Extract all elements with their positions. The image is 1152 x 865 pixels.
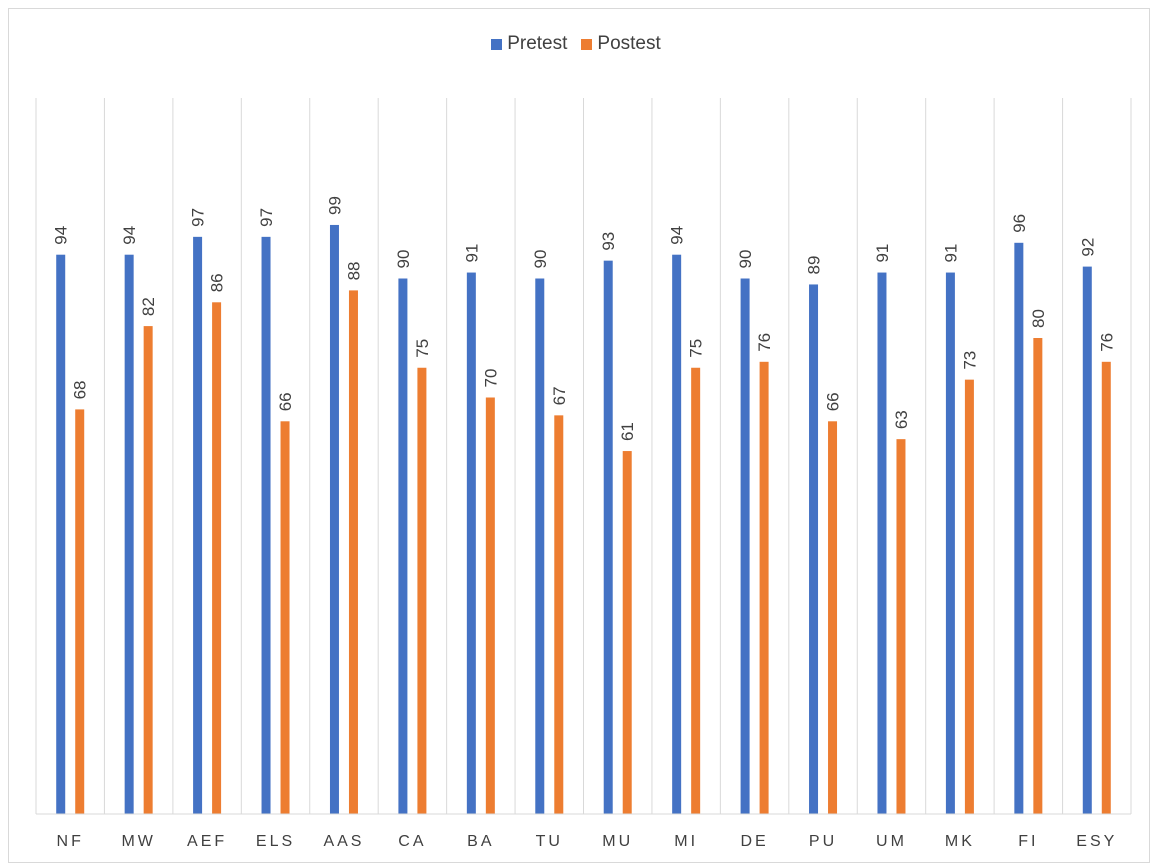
data-label-pretest-aas: 99 bbox=[325, 196, 344, 215]
bar-postest-tu bbox=[554, 415, 564, 814]
bar-postest-mu bbox=[622, 451, 632, 814]
x-tick-label: BA bbox=[467, 833, 494, 850]
bar-postest-de bbox=[759, 361, 769, 814]
bar-pretest-mk bbox=[945, 272, 955, 814]
bar-pretest-de bbox=[740, 278, 750, 814]
bar-postest-mi bbox=[691, 367, 701, 814]
x-tick-label: ESY bbox=[1076, 833, 1117, 850]
x-tick-label: FI bbox=[1018, 833, 1038, 850]
x-tick-label: AEF bbox=[187, 833, 227, 850]
data-label-postest-de: 76 bbox=[755, 333, 774, 352]
bar-pretest-mu bbox=[603, 260, 613, 814]
x-tick-label: TU bbox=[536, 833, 563, 850]
data-label-pretest-pu: 89 bbox=[805, 256, 824, 275]
x-tick-label: MK bbox=[945, 833, 975, 850]
data-label-postest-pu: 66 bbox=[824, 392, 843, 411]
data-label-pretest-fi: 96 bbox=[1010, 214, 1029, 233]
bar-pretest-ca bbox=[398, 278, 408, 814]
bar-postest-fi bbox=[1033, 338, 1043, 814]
x-tick-label: PU bbox=[809, 833, 837, 850]
legend-swatch-postest bbox=[581, 38, 593, 50]
bar-pretest-els bbox=[261, 236, 271, 815]
data-label-pretest-aef: 97 bbox=[189, 208, 208, 227]
bar-pretest-pu bbox=[809, 284, 819, 814]
legend-item-pretest: Pretest bbox=[491, 33, 567, 55]
x-tick-label: NF bbox=[57, 833, 84, 850]
data-label-postest-aef: 86 bbox=[208, 273, 227, 292]
x-tick-label: AAS bbox=[323, 833, 364, 850]
bar-postest-um bbox=[896, 439, 906, 814]
data-label-postest-nf: 68 bbox=[71, 380, 90, 399]
data-label-postest-esy: 76 bbox=[1097, 333, 1116, 352]
bar-postest-esy bbox=[1101, 361, 1111, 814]
data-label-postest-els: 66 bbox=[276, 392, 295, 411]
bar-postest-aef bbox=[212, 302, 222, 814]
x-tick-label: MI bbox=[674, 833, 698, 850]
data-label-postest-ba: 70 bbox=[481, 369, 500, 388]
data-label-pretest-esy: 92 bbox=[1078, 238, 1097, 257]
x-tick-label: MU bbox=[602, 833, 633, 850]
bar-pretest-um bbox=[877, 272, 887, 814]
bar-pretest-aas bbox=[329, 224, 339, 814]
data-label-postest-um: 63 bbox=[892, 410, 911, 429]
x-tick-label: ELS bbox=[256, 833, 295, 850]
data-label-postest-fi: 80 bbox=[1029, 309, 1048, 328]
bar-pretest-mi bbox=[672, 254, 682, 814]
data-label-pretest-tu: 90 bbox=[531, 250, 550, 269]
data-labels: 94 68 94 82 97 86 97 66 99 88 90 75 91 70 90 67 93 61 94 75… bbox=[52, 196, 1117, 441]
bars bbox=[56, 224, 1111, 815]
legend-label-pretest: Pretest bbox=[507, 33, 568, 54]
data-label-postest-ca: 75 bbox=[413, 339, 432, 358]
data-label-postest-tu: 67 bbox=[550, 386, 569, 405]
x-tick-label: UM bbox=[876, 833, 907, 850]
chart-legend: Pretest Postest bbox=[0, 33, 1152, 55]
bar-pretest-ba bbox=[466, 272, 476, 814]
data-label-postest-mk: 73 bbox=[960, 351, 979, 370]
bar-pretest-esy bbox=[1082, 266, 1092, 815]
data-label-pretest-ca: 90 bbox=[394, 250, 413, 269]
bar-postest-ba bbox=[485, 397, 495, 814]
legend-swatch-pretest bbox=[491, 38, 503, 50]
data-label-pretest-um: 91 bbox=[873, 244, 892, 263]
x-tick-label: DE bbox=[740, 833, 768, 850]
bar-pretest-aef bbox=[193, 236, 203, 815]
data-label-postest-mw: 82 bbox=[139, 297, 158, 316]
data-label-postest-aas: 88 bbox=[344, 261, 363, 280]
x-axis-tick-labels: NF MW AEF ELS AAS CA BA TU MU MI DE PU UM MK FI ESY bbox=[57, 833, 1117, 850]
data-label-postest-mi: 75 bbox=[687, 339, 706, 358]
data-label-pretest-ba: 91 bbox=[462, 244, 481, 263]
gridlines bbox=[35, 98, 1132, 814]
data-label-pretest-els: 97 bbox=[257, 208, 276, 227]
x-tick-label: MW bbox=[121, 833, 155, 850]
data-label-pretest-mw: 94 bbox=[120, 226, 139, 245]
bar-pretest-nf bbox=[56, 254, 66, 814]
bar-postest-aas bbox=[348, 290, 358, 814]
x-tick-label: CA bbox=[398, 833, 426, 850]
data-label-pretest-de: 90 bbox=[736, 250, 755, 269]
bar-postest-mk bbox=[964, 379, 974, 814]
data-label-pretest-mk: 91 bbox=[941, 244, 960, 263]
bar-postest-ca bbox=[417, 367, 427, 814]
bar-pretest-fi bbox=[1014, 242, 1024, 815]
bar-postest-mw bbox=[143, 326, 153, 814]
data-label-postest-mu: 61 bbox=[618, 422, 637, 441]
chart-frame bbox=[8, 8, 1150, 863]
bar-pretest-mw bbox=[124, 254, 134, 814]
data-label-pretest-nf: 94 bbox=[52, 226, 71, 245]
legend-item-postest: Postest bbox=[581, 33, 661, 55]
bar-pretest-tu bbox=[535, 278, 545, 814]
bar-postest-els bbox=[280, 421, 290, 814]
data-label-pretest-mu: 93 bbox=[599, 232, 618, 251]
data-label-pretest-mi: 94 bbox=[668, 226, 687, 245]
legend-label-postest: Postest bbox=[597, 33, 661, 54]
bar-postest-nf bbox=[75, 409, 85, 814]
bar-postest-pu bbox=[828, 421, 838, 814]
